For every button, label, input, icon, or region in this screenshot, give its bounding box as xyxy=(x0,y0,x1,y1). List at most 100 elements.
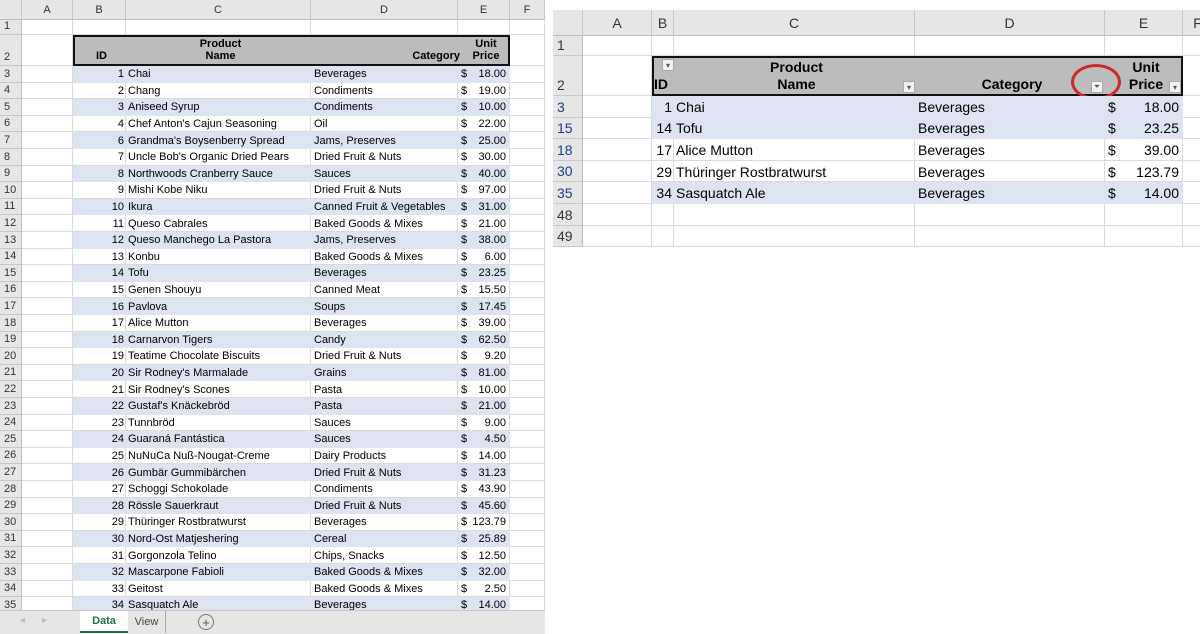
grid-cell[interactable] xyxy=(458,281,510,299)
grid-cell[interactable] xyxy=(22,115,73,133)
grid-cell[interactable] xyxy=(458,248,510,266)
grid-cell[interactable] xyxy=(22,35,73,66)
grid-cell[interactable] xyxy=(510,115,545,133)
cell-category[interactable]: Sauces xyxy=(314,167,351,180)
cell-product-name[interactable]: Gumbär Gummibärchen xyxy=(128,466,246,479)
cell-id[interactable]: 11 xyxy=(112,217,124,230)
cell-product-name[interactable]: Chai xyxy=(676,98,705,115)
cell-category[interactable]: Beverages xyxy=(918,120,985,137)
select-all-corner[interactable] xyxy=(553,10,583,36)
grid-cell[interactable] xyxy=(510,414,545,432)
row-header[interactable]: 9 xyxy=(0,165,22,183)
grid-cell[interactable] xyxy=(1183,118,1200,140)
cell-unit-price[interactable]: 19.00 xyxy=(478,84,506,97)
cell-unit-price[interactable]: 31.00 xyxy=(478,201,506,214)
grid-cell[interactable] xyxy=(73,149,126,166)
cell-category[interactable]: Soups xyxy=(314,300,346,313)
row-header[interactable]: 13 xyxy=(0,232,22,249)
grid-cell[interactable] xyxy=(458,215,510,232)
grid-cell[interactable] xyxy=(510,149,545,166)
cell-product-name[interactable]: Queso Manchego La Pastora xyxy=(128,234,272,247)
row-header[interactable]: 1 xyxy=(553,36,583,56)
scroll-right-icon[interactable]: ▸ xyxy=(42,615,48,626)
cell-product-name[interactable]: Genen Shouyu xyxy=(128,284,202,297)
grid-cell[interactable] xyxy=(22,182,73,199)
grid-cell[interactable] xyxy=(674,139,915,161)
grid-cell[interactable] xyxy=(22,149,73,166)
scroll-left-icon[interactable]: ◂ xyxy=(20,615,26,626)
column-header-d[interactable]: D xyxy=(915,10,1105,36)
column-header-f[interactable]: F xyxy=(510,0,545,20)
cell-product-name[interactable]: Konbu xyxy=(128,250,160,263)
grid-cell[interactable] xyxy=(510,66,545,83)
cell-category[interactable]: Condiments xyxy=(314,84,373,97)
cell-unit-price[interactable]: 9.20 xyxy=(484,350,506,363)
cell-unit-price[interactable]: 25.89 xyxy=(478,533,506,546)
cell-product-name[interactable]: Sir Rodney's Marmalade xyxy=(128,367,249,380)
grid-cell[interactable] xyxy=(510,265,545,282)
grid-cell[interactable] xyxy=(510,564,545,581)
grid-cell[interactable] xyxy=(510,248,545,266)
cell-id[interactable]: 17 xyxy=(656,141,672,158)
grid-cell[interactable] xyxy=(311,348,458,365)
grid-cell[interactable] xyxy=(73,115,126,133)
grid-cell[interactable] xyxy=(311,149,458,166)
grid-cell[interactable] xyxy=(1183,182,1200,204)
grid-cell[interactable] xyxy=(458,514,510,531)
grid-cell[interactable] xyxy=(652,225,674,248)
grid-cell[interactable] xyxy=(652,204,674,226)
row-header[interactable]: 35 xyxy=(0,597,22,614)
grid-cell[interactable] xyxy=(510,547,545,564)
grid-cell[interactable] xyxy=(73,20,126,35)
cell-id[interactable]: 29 xyxy=(111,516,124,529)
grid-cell[interactable] xyxy=(510,315,545,332)
grid-cell[interactable] xyxy=(1183,226,1200,248)
grid-cell[interactable] xyxy=(458,580,510,598)
cell-unit-price[interactable]: 6.00 xyxy=(484,250,506,263)
sheet-tab-view[interactable]: View xyxy=(128,611,166,633)
grid-cell[interactable] xyxy=(583,139,652,161)
column-header-a[interactable]: A xyxy=(583,10,652,36)
grid-cell[interactable] xyxy=(73,381,126,398)
grid-cell[interactable] xyxy=(510,331,545,349)
grid-cell[interactable] xyxy=(22,514,73,531)
cell-category[interactable]: Chips, Snacks xyxy=(314,549,385,562)
grid-cell[interactable] xyxy=(510,165,545,183)
grid-cell[interactable] xyxy=(510,99,545,116)
column-header-f[interactable]: F xyxy=(1183,10,1200,36)
row-header[interactable]: 18 xyxy=(0,315,22,332)
cell-id[interactable]: 14 xyxy=(656,120,672,137)
row-header[interactable]: 25 xyxy=(0,431,22,448)
grid-cell[interactable] xyxy=(126,481,311,498)
cell-unit-price[interactable]: 14.00 xyxy=(1143,185,1179,202)
cell-product-name[interactable]: Thüringer Rostbratwurst xyxy=(676,163,827,180)
grid-cell[interactable] xyxy=(1183,96,1200,118)
cell-product-name[interactable]: Chef Anton's Cajun Seasoning xyxy=(128,118,277,131)
grid-cell[interactable] xyxy=(126,248,311,266)
cell-category[interactable]: Jams, Preserves xyxy=(314,234,396,247)
cell-product-name[interactable]: Ikura xyxy=(128,201,153,214)
grid-cell[interactable] xyxy=(22,431,73,448)
cell-id[interactable]: 6 xyxy=(117,134,124,147)
row-header[interactable]: 17 xyxy=(0,298,22,315)
cell-category[interactable]: Beverages xyxy=(918,185,985,202)
grid-cell[interactable] xyxy=(1105,36,1183,56)
grid-cell[interactable] xyxy=(510,447,545,465)
cell-id[interactable]: 22 xyxy=(111,400,124,413)
cell-category[interactable]: Cereal xyxy=(314,533,347,546)
cell-id[interactable]: 18 xyxy=(111,333,124,346)
row-header[interactable]: 34 xyxy=(0,580,22,598)
column-header-e[interactable]: E xyxy=(458,0,510,20)
cell-category[interactable]: Beverages xyxy=(918,163,985,180)
cell-id[interactable]: 9 xyxy=(117,184,124,197)
row-header[interactable]: 33 xyxy=(0,564,22,581)
row-header[interactable]: 5 xyxy=(0,99,22,116)
grid-cell[interactable] xyxy=(22,481,73,498)
cell-unit-price[interactable]: 39.00 xyxy=(478,317,506,330)
cell-unit-price[interactable]: 17.45 xyxy=(478,300,506,313)
cell-category[interactable]: Beverages xyxy=(314,267,367,280)
select-all-corner[interactable] xyxy=(0,0,22,20)
grid-cell[interactable] xyxy=(1183,204,1200,226)
cell-unit-price[interactable]: 45.60 xyxy=(478,499,506,512)
cell-category[interactable]: Candy xyxy=(314,333,346,346)
